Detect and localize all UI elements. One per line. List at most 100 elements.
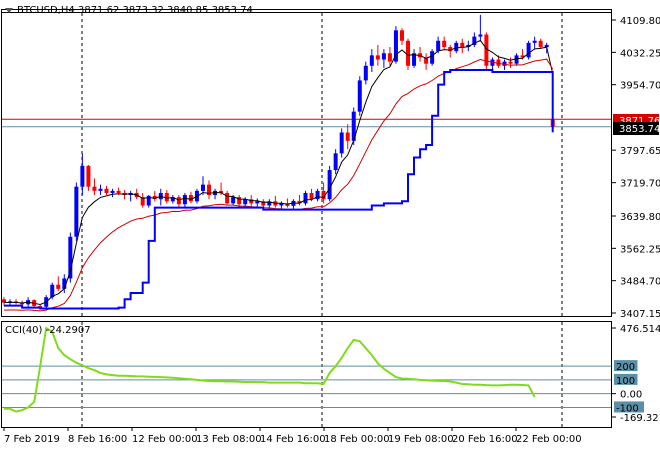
cci-line-layer [4,326,536,413]
price-axis-label: 3407.15 [620,309,660,320]
candle [164,190,169,204]
candle [424,53,429,70]
candle [345,124,350,150]
candle [237,195,242,208]
candle [339,128,344,158]
candle [406,38,411,70]
time-axis-label: 7 Feb 2019 [4,434,60,445]
price-axis-label: 4032.25 [620,48,660,59]
candle [74,182,79,241]
candle [412,49,417,68]
candle [2,297,6,306]
candle [454,40,459,54]
cci-axis-label: 100 [616,376,635,387]
candle [176,195,181,208]
bid-price-label: 3871.76 [619,116,660,127]
candle [357,76,362,116]
candle [207,180,212,200]
candle [110,188,115,198]
candle [56,276,61,291]
cci-level-badge [614,401,644,413]
price-axis-label: 3639.80 [620,212,660,223]
candle [255,198,260,208]
candle [86,165,91,191]
candle [249,195,254,208]
cci-level-badge [614,373,638,385]
candle [496,55,501,68]
time-axis-label: 8 Feb 16:00 [68,434,127,445]
candle [466,40,471,52]
candle [104,185,109,196]
cci-axis-label: -169.3214 [620,413,660,424]
candle [369,49,374,73]
cci-axis-label: 200 [616,362,635,373]
cci-axis-label: 0.00 [620,390,642,401]
symbol-title: BTCUSD,H4 3871.62 3873.32 3840.85 3853.7… [17,5,253,16]
candle [460,38,465,54]
candle [279,201,284,210]
candle [140,192,145,208]
cci-axis-label: 476.5144 [620,324,660,335]
last-price-badge: 3853.74 [613,122,660,135]
candle [98,184,103,196]
price-axis-label: 3562.25 [620,244,660,255]
grid-layer [2,13,611,427]
candle [188,191,193,204]
candle [393,26,398,64]
candle [152,190,157,202]
price-axis-label: 3797.65 [620,146,660,157]
candle [363,61,368,85]
candle [303,190,308,206]
candle [538,38,543,50]
candle [327,165,332,202]
candle [68,232,73,283]
candle [381,49,386,68]
candle [321,182,326,204]
fast-ma-line [3,39,554,306]
candle [387,47,392,66]
cci-level-badge [614,360,638,372]
candle [200,176,205,196]
candle [430,49,435,66]
candle [92,178,97,196]
price-axis-label: 3484.70 [620,277,660,288]
candle [182,192,187,208]
cci-axis-label: -100 [616,403,639,414]
main-chart-frame [1,9,612,317]
cci-line [4,326,536,413]
time-axis-label: 14 Feb 16:00 [260,434,326,445]
candle [399,28,404,45]
candle [375,44,380,66]
axes: 4109.80 4032.25 3954.70 3797.65 3719.70 3639.… [3,16,660,445]
candle [315,188,320,202]
candle [532,36,537,50]
candle [285,198,290,208]
candle [526,40,531,60]
candle [478,14,483,41]
time-axis-label: 18 Feb 00:00 [324,434,390,445]
candle [448,44,453,58]
candle [484,32,489,70]
time-axis-label: 12 Feb 00:00 [132,434,198,445]
time-axis-label: 20 Feb 16:00 [452,434,518,445]
price-axis-label: 3954.70 [620,81,660,92]
time-axis-label: 13 Feb 08:00 [196,434,262,445]
time-axis-label: 19 Feb 08:00 [388,434,454,445]
time-axis-label: 22 Feb 00:00 [516,434,582,445]
candle [62,274,67,294]
indicator-title: CCI(40) -24.2907 [5,325,91,336]
price-axis-label: 4109.80 [620,16,660,27]
candle [297,195,302,206]
triangle-down-icon[interactable] [5,8,13,13]
candle [170,195,175,204]
candle [225,190,230,206]
candle [80,153,85,196]
indicator-frame [1,321,612,428]
candle [514,53,519,66]
candle [442,36,447,50]
price-axis-label: 3719.70 [620,179,660,190]
trend-step-line [4,69,554,310]
candle [508,57,513,68]
